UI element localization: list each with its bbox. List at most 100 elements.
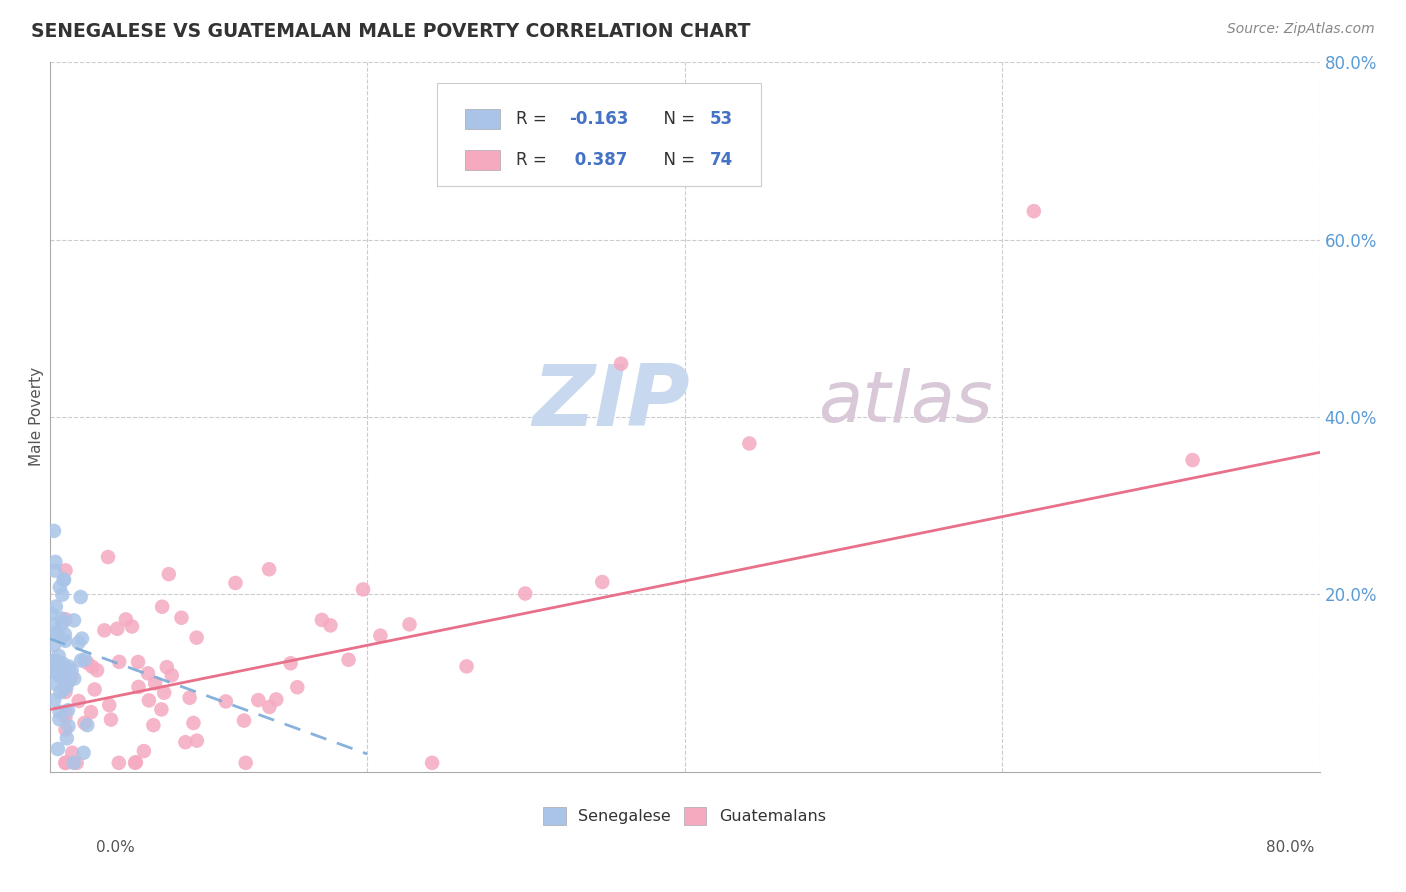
Point — [53, 573, 76, 587]
Point — [45, 625, 67, 640]
Text: SENEGALESE VS GUATEMALAN MALE POVERTY CORRELATION CHART: SENEGALESE VS GUATEMALAN MALE POVERTY CO… — [31, 22, 751, 41]
Text: 80.0%: 80.0% — [1267, 840, 1315, 855]
Point — [42, 638, 65, 652]
Point — [311, 613, 333, 627]
Text: 74: 74 — [710, 151, 734, 169]
Point — [56, 731, 79, 746]
Point — [82, 659, 104, 673]
Point — [55, 612, 77, 626]
Point — [56, 703, 79, 717]
Point — [55, 685, 77, 699]
Point — [55, 671, 77, 685]
Point — [62, 756, 84, 770]
Point — [80, 705, 103, 719]
Point — [46, 659, 69, 673]
Point — [610, 357, 633, 371]
Point — [591, 574, 613, 589]
Point — [233, 714, 256, 728]
Legend: Senegalese, Guatemalans: Senegalese, Guatemalans — [534, 797, 835, 835]
Point — [93, 624, 115, 638]
Point — [280, 657, 302, 671]
Point — [86, 663, 108, 677]
Point — [160, 668, 183, 682]
Point — [55, 756, 77, 770]
Point — [179, 690, 201, 705]
Point — [247, 693, 270, 707]
Point — [738, 436, 761, 450]
Point — [42, 693, 65, 707]
Text: 0.387: 0.387 — [569, 151, 627, 169]
Point — [150, 702, 173, 716]
Point — [58, 673, 80, 688]
Point — [48, 705, 70, 719]
Point — [156, 660, 179, 674]
Point — [70, 653, 93, 667]
Point — [48, 648, 70, 663]
Point — [66, 756, 89, 770]
Point — [52, 682, 75, 697]
Point — [63, 672, 86, 686]
Point — [1181, 453, 1204, 467]
Point — [46, 665, 69, 679]
Point — [49, 685, 72, 699]
Text: R =: R = — [516, 151, 551, 169]
Point — [143, 676, 166, 690]
Text: ZIP: ZIP — [533, 361, 690, 444]
Point — [55, 756, 77, 770]
Point — [52, 668, 75, 682]
Point — [49, 670, 72, 684]
Point — [67, 635, 90, 649]
Point — [51, 657, 73, 671]
Point — [257, 562, 280, 576]
Point — [98, 698, 121, 712]
Point — [44, 676, 66, 690]
Text: -0.163: -0.163 — [569, 110, 628, 128]
Text: 0.0%: 0.0% — [96, 840, 135, 855]
Point — [215, 694, 238, 708]
Point — [60, 669, 83, 683]
Text: R =: R = — [516, 110, 551, 128]
FancyBboxPatch shape — [465, 109, 501, 128]
Point — [100, 713, 122, 727]
Y-axis label: Male Poverty: Male Poverty — [30, 368, 44, 467]
Point — [186, 733, 208, 747]
Point — [49, 580, 72, 594]
Point — [73, 715, 96, 730]
Point — [55, 710, 77, 724]
Point — [69, 590, 91, 604]
Point — [186, 631, 208, 645]
Point — [55, 706, 77, 720]
Point — [108, 655, 131, 669]
FancyBboxPatch shape — [437, 84, 761, 186]
Point — [1022, 204, 1045, 219]
Point — [53, 627, 76, 641]
Text: 53: 53 — [710, 110, 733, 128]
Point — [63, 613, 86, 627]
Point — [153, 686, 176, 700]
Point — [67, 694, 90, 708]
Point — [53, 669, 76, 683]
Point — [46, 654, 69, 668]
Point — [170, 611, 193, 625]
Point — [115, 612, 138, 626]
Point — [97, 549, 120, 564]
Point — [73, 652, 96, 666]
Point — [264, 692, 287, 706]
Point — [285, 680, 308, 694]
Text: N =: N = — [652, 151, 700, 169]
Point — [124, 756, 146, 770]
Point — [76, 718, 98, 732]
Point — [174, 735, 197, 749]
Point — [60, 663, 83, 677]
Point — [235, 756, 257, 770]
Point — [51, 616, 73, 631]
Point — [44, 555, 66, 569]
Point — [337, 653, 360, 667]
Point — [183, 716, 205, 731]
Point — [46, 742, 69, 756]
Point — [107, 756, 129, 770]
Point — [76, 656, 98, 670]
Point — [224, 576, 246, 591]
Point — [132, 744, 155, 758]
Point — [58, 662, 80, 676]
